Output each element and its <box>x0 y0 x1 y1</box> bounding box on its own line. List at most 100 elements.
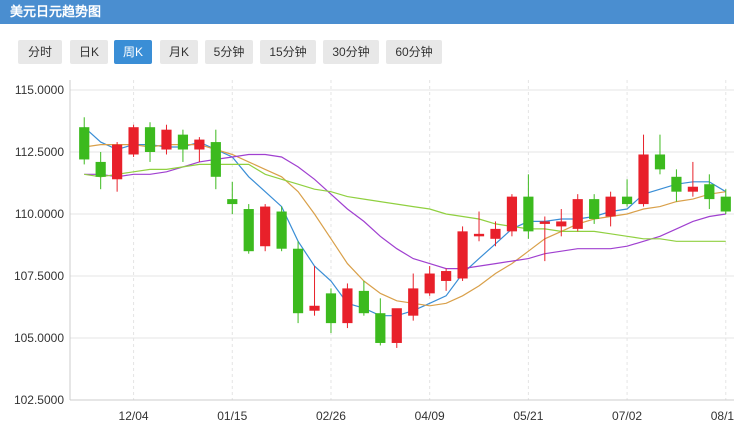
tab-60min[interactable]: 60分钟 <box>386 40 442 64</box>
candle-body <box>490 228 501 239</box>
candle <box>572 194 583 232</box>
candle-body <box>243 209 254 252</box>
candle <box>325 288 337 334</box>
candle <box>177 129 189 162</box>
candle-body <box>473 233 485 237</box>
candle-body <box>309 305 320 311</box>
candle <box>490 221 501 247</box>
candle <box>144 122 156 162</box>
candle <box>556 209 567 237</box>
candle-body <box>605 196 616 217</box>
candle-body <box>572 199 583 229</box>
tab-fenshi[interactable]: 分时 <box>18 40 62 64</box>
y-tick-label: 112.5000 <box>15 145 64 159</box>
candle-body <box>506 196 518 232</box>
candle <box>309 266 320 316</box>
y-axis: 115.0000 112.5000 110.0000 107.5000 105.0000… <box>14 80 71 407</box>
candle <box>408 273 419 321</box>
tab-weekly-k[interactable]: 周K <box>114 40 152 64</box>
tab-15min[interactable]: 15分钟 <box>260 40 316 64</box>
candle <box>539 216 550 262</box>
tab-30min[interactable]: 30分钟 <box>323 40 379 64</box>
candle-body <box>457 231 468 279</box>
candle <box>424 266 435 296</box>
candle-body <box>539 221 550 224</box>
candle <box>506 194 518 237</box>
candle-body <box>704 184 715 200</box>
candle <box>589 194 600 224</box>
candle-body <box>687 186 698 192</box>
candle-body <box>671 176 682 192</box>
candle-body <box>128 127 139 155</box>
grid <box>70 80 734 401</box>
candlestick-chart: 115.0000 112.5000 110.0000 107.5000 105.0000… <box>14 80 734 423</box>
candle <box>654 134 666 175</box>
candle-body <box>95 161 106 177</box>
candle-body <box>424 273 435 294</box>
tab-5min[interactable]: 5分钟 <box>205 40 253 64</box>
candle <box>276 206 287 252</box>
y-tick-label: 105.0000 <box>14 331 64 345</box>
candle-body <box>408 288 419 316</box>
x-tick-label: 07/02 <box>612 409 642 423</box>
x-tick-label: 04/09 <box>415 409 445 423</box>
candle <box>671 169 682 202</box>
candle <box>210 129 221 190</box>
candle <box>704 174 715 210</box>
x-axis: 12/04 01/15 02/26 04/09 05/21 07/02 08/13 <box>70 399 734 423</box>
x-tick-label: 01/15 <box>217 409 247 423</box>
candle-body <box>144 127 156 152</box>
y-tick-label: 107.5000 <box>14 269 64 283</box>
candle-body <box>161 129 172 150</box>
candle <box>194 137 205 162</box>
tab-daily-k[interactable]: 日K <box>70 40 108 64</box>
candle <box>342 283 353 329</box>
candle <box>260 204 271 252</box>
ma-line-ma_green <box>84 163 726 242</box>
candle-body <box>556 221 567 227</box>
candle <box>473 211 485 242</box>
x-tick-label: 02/26 <box>316 409 346 423</box>
candle <box>375 298 386 346</box>
y-tick-label: 102.5000 <box>14 393 64 407</box>
candle <box>79 117 90 165</box>
candle-body <box>227 199 238 205</box>
candle <box>292 241 304 324</box>
candle-body <box>391 308 402 343</box>
candle <box>457 226 468 281</box>
candle-body <box>194 139 205 150</box>
candle <box>112 142 123 192</box>
candle-body <box>177 134 189 150</box>
x-tick-label: 08/13 <box>711 409 734 423</box>
candle-body <box>654 154 666 170</box>
moving-average-lines <box>83 126 727 317</box>
candle-body <box>720 196 731 212</box>
candle <box>227 181 238 214</box>
candle-body <box>342 288 353 324</box>
ma-line-ma_blue <box>83 126 727 317</box>
candle <box>441 268 452 291</box>
candle-body <box>325 293 337 324</box>
candles <box>79 117 731 348</box>
candle-body <box>621 196 633 205</box>
candle-body <box>589 199 600 219</box>
candle-body <box>276 211 287 249</box>
candle <box>605 191 616 227</box>
tab-monthly-k[interactable]: 月K <box>160 40 198 64</box>
x-tick-label: 05/21 <box>513 409 543 423</box>
candle <box>358 280 369 316</box>
candle <box>523 174 534 239</box>
candle <box>391 308 402 348</box>
candle-body <box>638 154 649 205</box>
candle-body <box>260 206 271 247</box>
candle-body <box>112 144 123 180</box>
chart-title: 美元日元趋势图 <box>0 0 734 24</box>
ma-line-ma_purple <box>84 153 726 270</box>
candle <box>687 161 698 197</box>
candle-body <box>210 142 221 177</box>
candle-body <box>79 127 90 160</box>
candle <box>638 134 649 207</box>
candle <box>128 124 139 157</box>
candle <box>95 152 106 190</box>
candle <box>720 189 731 214</box>
